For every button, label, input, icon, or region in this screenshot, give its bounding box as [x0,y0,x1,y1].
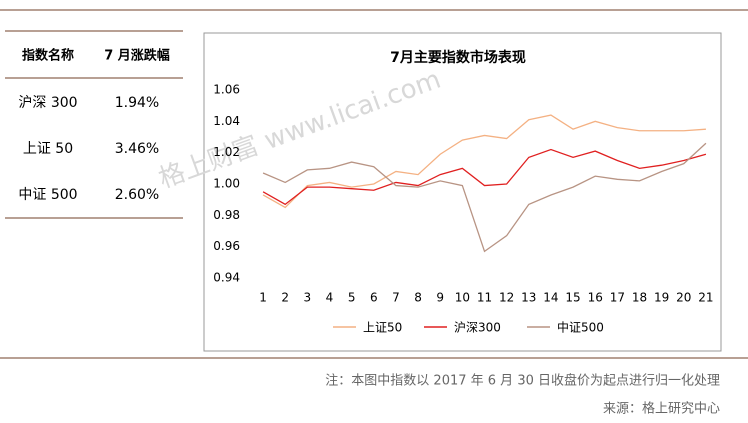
watermark: 格上财富 www.licai.com [155,65,445,195]
series-line [262,142,707,253]
x-tick-label: 20 [676,291,691,305]
series-line [262,114,706,209]
x-tick-label: 3 [304,291,312,305]
table-cell: 1.94% [115,95,159,111]
table-cell: 中证 500 [18,187,77,203]
x-tick-label: 21 [698,291,713,305]
x-tick-label: 8 [414,291,422,305]
x-tick-label: 11 [477,291,492,305]
table-cell: 3.46% [115,141,159,157]
x-tick-label: 10 [455,291,470,305]
y-tick-label: 1.00 [213,177,240,191]
x-tick-label: 4 [326,291,334,305]
y-tick-label: 0.98 [213,208,240,222]
table-cell: 上证 50 [23,141,73,157]
x-tick-label: 13 [521,291,536,305]
chart-title: 7月主要指数市场表现 [390,49,526,66]
table-header: 指数名称 [22,48,74,64]
table-cell: 沪深 300 [18,95,77,111]
x-tick-label: 15 [565,291,580,305]
source: 来源：格上研究中心 [603,401,720,417]
legend-label: 沪深300 [454,321,501,335]
y-tick-label: 1.06 [213,83,240,97]
legend-label: 上证50 [363,321,402,335]
note: 注：本图中指数以 2017 年 6 月 30 日收盘价为起点进行归一化处理 [325,373,720,389]
table-cell: 2.60% [115,187,159,203]
y-tick-label: 1.04 [213,114,240,128]
x-tick-label: 5 [348,291,356,305]
x-tick-label: 17 [610,291,625,305]
x-tick-label: 2 [281,291,289,305]
x-tick-label: 7 [392,291,400,305]
x-tick-label: 18 [632,291,647,305]
legend-label: 中证500 [557,320,604,335]
x-tick-label: 19 [654,291,669,305]
y-tick-label: 0.94 [213,271,240,285]
y-tick-label: 1.02 [213,145,240,159]
chart-frame [203,32,722,352]
x-tick-label: 9 [436,291,444,305]
x-tick-label: 6 [370,291,378,305]
x-tick-label: 12 [499,291,514,305]
table: 指数名称 7 月涨跌幅 [5,30,183,219]
x-tick-label: 14 [543,291,558,305]
series-line [262,148,707,206]
x-tick-label: 1 [259,291,267,305]
y-tick-label: 0.96 [213,239,240,253]
x-tick-label: 16 [588,291,603,305]
table-header: 7 月涨跌幅 [104,48,170,64]
